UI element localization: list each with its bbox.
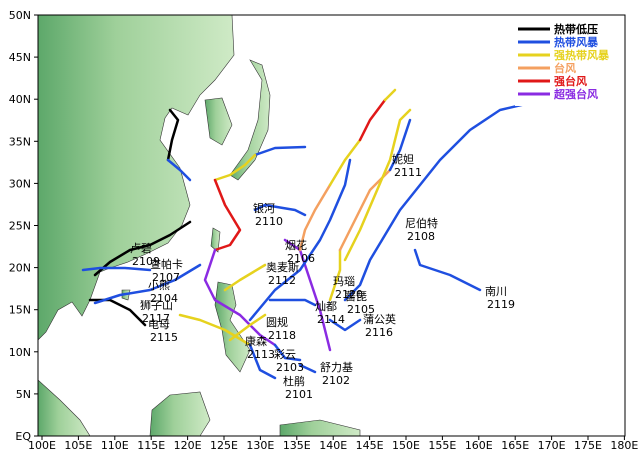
storm-number: 2102: [322, 374, 350, 387]
y-tick-label: 40N: [9, 93, 31, 106]
x-tick-label: 100E: [28, 439, 56, 450]
x-tick-label: 165E: [501, 439, 529, 450]
x-tick-label: 125E: [210, 439, 238, 450]
storm-name: 妮妲: [392, 152, 414, 166]
storm-name: 南川: [485, 285, 507, 298]
storm-number: 2101: [285, 388, 313, 401]
y-tick-label: 20N: [9, 262, 31, 275]
storm-name: 电母: [148, 318, 170, 331]
legend-box: [515, 20, 623, 106]
storm-name: 烟花: [285, 238, 307, 252]
storm-number: 2104: [150, 292, 178, 305]
x-tick-label: 130E: [246, 439, 274, 450]
storm-name: 杜鹃: [283, 374, 305, 388]
storm-name: 舒力基: [320, 360, 353, 374]
x-tick-label: 170E: [538, 439, 566, 450]
storm-name: 查帕卡: [150, 257, 183, 271]
storm-name: 玛瑙: [333, 275, 355, 288]
storm-number: 2118: [268, 329, 296, 342]
storm-number: 2120: [335, 288, 363, 301]
x-tick-label: 180E: [610, 439, 638, 450]
legend-label: 热带低压: [554, 22, 598, 36]
x-tick-label: 160E: [465, 439, 493, 450]
storm-number: 2108: [407, 230, 435, 243]
storm-number: 2110: [255, 215, 283, 228]
storm-number: 2103: [276, 361, 304, 374]
x-tick-label: 155E: [428, 439, 456, 450]
storm-number: 2116: [365, 326, 393, 339]
y-tick-label: 30N: [9, 177, 31, 190]
storm-name: 圆规: [266, 315, 288, 329]
storm-name: 康森: [245, 334, 267, 348]
storm-name: 蒲公英: [363, 312, 396, 326]
y-tick-label: 35N: [9, 135, 31, 148]
storm-number: 2109: [132, 255, 160, 268]
y-tick-label: 15N: [9, 304, 31, 317]
y-tick-label: 25N: [9, 220, 31, 233]
x-tick-label: 175E: [574, 439, 602, 450]
storm-number: 2119: [487, 298, 515, 311]
x-tick-label: 110E: [101, 439, 129, 450]
x-tick-label: 145E: [356, 439, 384, 450]
x-tick-label: 150E: [392, 439, 420, 450]
x-tick-label: 115E: [137, 439, 165, 450]
storm-name: 彩云: [274, 348, 296, 361]
x-tick-label: 140E: [319, 439, 347, 450]
storm-number: 2115: [150, 331, 178, 344]
legend-label: 热带风暴: [554, 35, 599, 49]
legend-label: 强热带风暴: [554, 48, 610, 62]
storm-name: 银河: [253, 201, 275, 215]
storm-name: 小熊: [148, 278, 170, 292]
y-tick-label: 5N: [16, 388, 31, 401]
storm-name: 卢碧: [130, 242, 152, 255]
tracks: [81, 88, 532, 380]
y-tick-label: 45N: [9, 51, 31, 64]
storm-name: 奥麦斯: [266, 260, 299, 274]
storm-name: 尼伯特: [405, 216, 438, 230]
storm-number: 2117: [142, 312, 170, 325]
legend-label: 台风: [554, 61, 576, 75]
x-tick-label: 105E: [64, 439, 92, 450]
y-tick-label: 10N: [9, 346, 31, 359]
x-tick-label: 135E: [283, 439, 311, 450]
storm-number: 2112: [268, 274, 296, 287]
storm-name: 灿都: [315, 300, 337, 313]
storm-number: 2107: [152, 271, 180, 284]
storm-name: 蔷琵: [345, 290, 367, 303]
storm-name: 狮子山: [140, 299, 173, 312]
x-tick-label: 120E: [174, 439, 202, 450]
storm-number: 2114: [317, 313, 345, 326]
storm-number: 2106: [287, 252, 315, 265]
storm-number: 2111: [394, 166, 422, 179]
legend-label: 强台风: [554, 74, 587, 88]
storm-number: 2105: [347, 303, 375, 316]
y-tick-label: 50N: [9, 9, 31, 22]
y-tick-label: EQ: [15, 430, 31, 443]
legend-label: 超强台风: [553, 87, 598, 101]
storm-number: 2113: [247, 348, 275, 361]
